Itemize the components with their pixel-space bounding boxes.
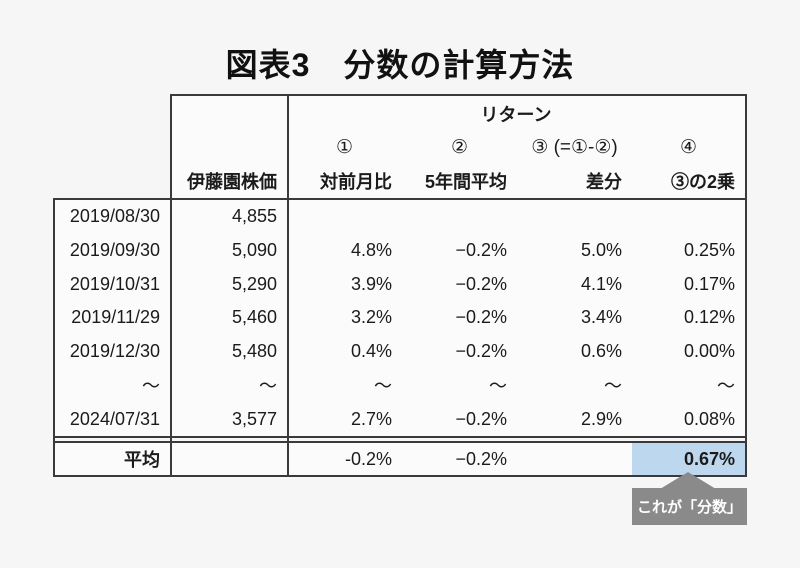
cell-ellipsis: ～ xyxy=(142,376,160,397)
cell-price: 4,855 xyxy=(231,206,277,227)
cell-sq xyxy=(632,200,745,234)
cell-5y xyxy=(402,200,517,234)
cell-diff: 3.4% xyxy=(580,307,622,328)
border-right-edge xyxy=(745,94,747,477)
cell-sq: 0.12% xyxy=(683,307,735,328)
border-header-top xyxy=(170,94,747,96)
data-background xyxy=(53,198,747,438)
cell-ellipsis: ～ xyxy=(489,376,507,397)
calculation-table: リターン ① ② ③ (=①-②) ④ 伊藤園株価 対前月比 5年間平均 差分 … xyxy=(53,94,747,525)
cell-diff xyxy=(517,200,632,234)
cell-date: 2019/09/30 xyxy=(69,240,160,261)
cell-date: 2019/10/31 xyxy=(69,273,160,294)
header-spacer xyxy=(170,132,287,163)
header-diff-column: 差分 xyxy=(586,171,622,192)
cell-sq: 0.08% xyxy=(683,408,735,429)
cell-mom: 2.7% xyxy=(350,408,392,429)
cell-5y: −0.2% xyxy=(455,240,507,261)
callout-label: これが「分数」 xyxy=(632,488,747,525)
cell-price: 5,090 xyxy=(231,240,277,261)
border-header-bottom xyxy=(53,198,747,200)
cell-mom: 3.2% xyxy=(350,307,392,328)
cell-sq: 0.00% xyxy=(683,341,735,362)
border-average-top xyxy=(53,441,747,443)
average-5y: −0.2% xyxy=(455,448,507,469)
cell-ellipsis: ～ xyxy=(604,376,622,397)
header-price-column: 伊藤園株価 xyxy=(187,171,277,192)
average-mom: -0.2% xyxy=(344,448,392,469)
cell-diff: 2.9% xyxy=(580,408,622,429)
cell-5y: −0.2% xyxy=(455,341,507,362)
cell-5y: −0.2% xyxy=(455,307,507,328)
header-circled-2: ② xyxy=(450,137,469,158)
cell-5y: −0.2% xyxy=(455,273,507,294)
cell-date: 2019/08/30 xyxy=(69,206,160,227)
average-price xyxy=(170,443,287,475)
average-row-background xyxy=(53,441,747,477)
header-mom-column: 対前月比 xyxy=(320,171,392,192)
average-diff xyxy=(517,443,632,475)
table-body: 2019/08/30 4,855 2019/09/30 5,090 4.8% −… xyxy=(53,200,745,436)
cell-date: 2019/12/30 xyxy=(69,341,160,362)
cell-mom: 4.8% xyxy=(350,240,392,261)
cell-ellipsis: ～ xyxy=(374,376,392,397)
cell-diff: 0.6% xyxy=(580,341,622,362)
cell-mom xyxy=(287,200,402,234)
returns-group-label: リターン xyxy=(480,105,552,125)
header-circled-4: ④ xyxy=(679,137,698,158)
cell-price: 5,290 xyxy=(231,273,277,294)
border-table-bottom xyxy=(53,475,747,477)
callout-up-arrow-icon xyxy=(660,472,716,489)
average-label: 平均 xyxy=(124,450,160,470)
cell-price: 3,577 xyxy=(231,408,277,429)
header-circled-3: ③ (=①-②) xyxy=(531,137,618,158)
border-price-returns-divider xyxy=(287,94,289,477)
header-background xyxy=(170,94,747,198)
cell-mom: 0.4% xyxy=(350,341,392,362)
cell-diff: 5.0% xyxy=(580,240,622,261)
header-squared-column: ③の2乗 xyxy=(670,171,735,192)
cell-mom: 3.9% xyxy=(350,273,392,294)
cell-ellipsis: ～ xyxy=(717,376,735,397)
cell-price: 5,480 xyxy=(231,341,277,362)
header-circled-1: ① xyxy=(335,137,354,158)
table-header: リターン ① ② ③ (=①-②) ④ 伊藤園株価 対前月比 5年間平均 差分 … xyxy=(170,96,745,198)
border-left-edge xyxy=(53,198,55,477)
cell-ellipsis: ～ xyxy=(259,376,277,397)
cell-price: 5,460 xyxy=(231,307,277,328)
cell-diff: 4.1% xyxy=(580,273,622,294)
border-data-bottom xyxy=(53,436,747,438)
average-variance-value: 0.67% xyxy=(683,448,735,469)
cell-date: 2024/07/31 xyxy=(69,408,160,429)
figure-title: 図表3 分数の計算方法 xyxy=(225,47,575,83)
border-date-price-divider xyxy=(170,94,172,477)
cell-date: 2019/11/29 xyxy=(71,307,160,328)
cell-sq: 0.25% xyxy=(683,240,735,261)
highlighted-variance-cell xyxy=(632,441,745,475)
cell-5y: −0.2% xyxy=(455,408,507,429)
cell-sq: 0.17% xyxy=(683,273,735,294)
header-5y-avg-column: 5年間平均 xyxy=(424,171,507,192)
average-row: 平均 -0.2% −0.2% 0.67% xyxy=(53,443,745,475)
